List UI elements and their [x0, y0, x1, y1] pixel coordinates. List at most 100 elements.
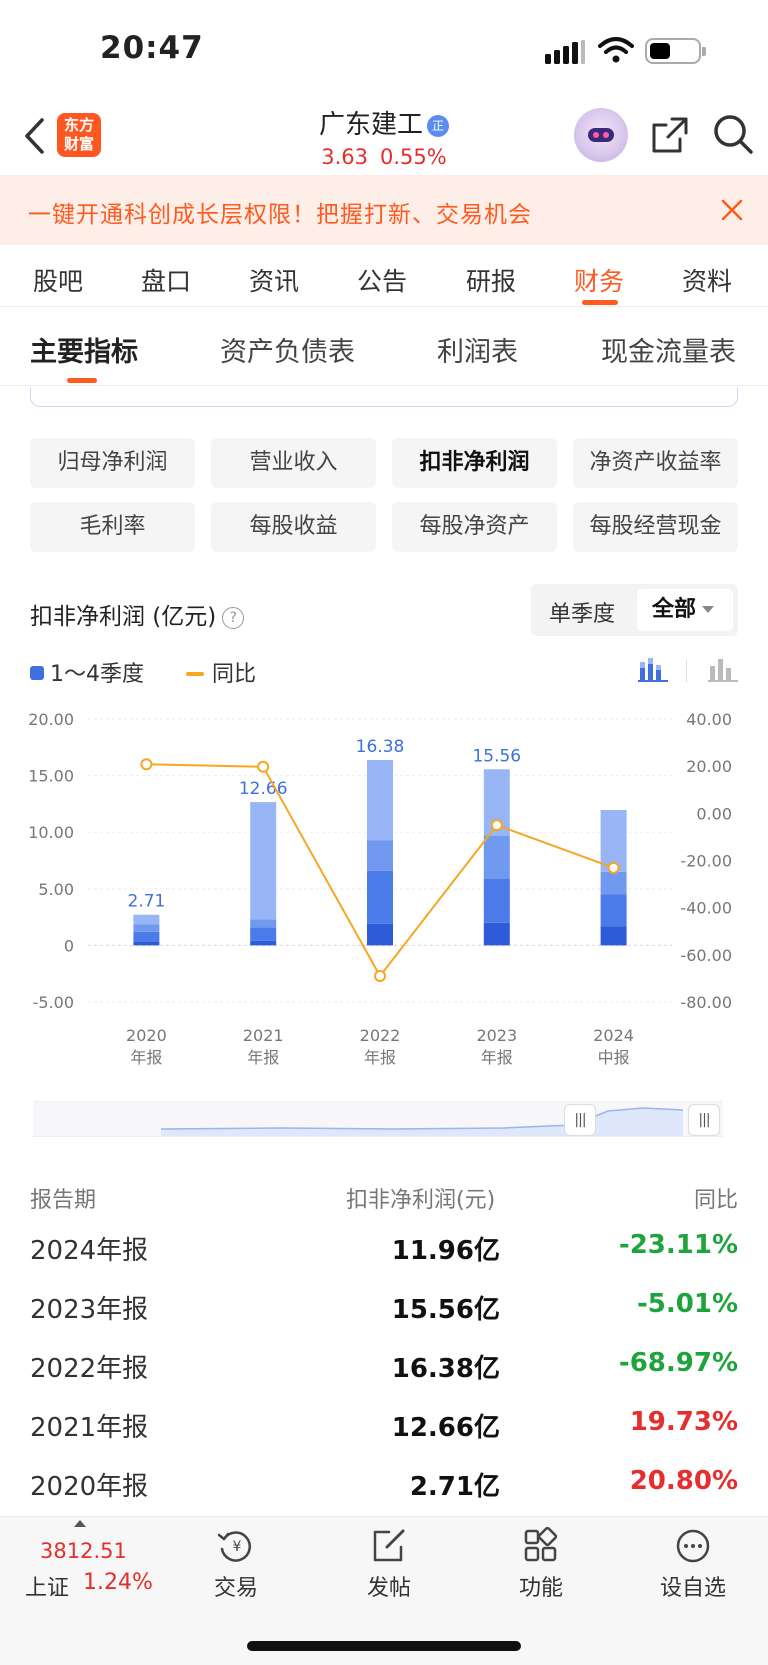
- bar-segment: [483, 922, 510, 946]
- tab-profile[interactable]: 资料: [682, 267, 733, 296]
- scroller-preview: [160, 1107, 684, 1136]
- x-tick-label: 年报: [481, 1048, 513, 1067]
- tab-news[interactable]: 资讯: [249, 267, 300, 296]
- post-button[interactable]: 发帖: [366, 1576, 411, 1601]
- x-tick-label: 2024: [593, 1026, 634, 1045]
- chip-bvps[interactable]: 每股净资产: [392, 502, 557, 552]
- stock-name: 广东建工: [318, 110, 423, 140]
- bar-segment: [600, 810, 627, 872]
- bar-total-label: 12.66: [239, 779, 288, 799]
- table-header-value: 扣非净利润(元): [346, 1188, 496, 1213]
- card-edge: [30, 387, 738, 407]
- bottom-toolbar: [0, 1516, 768, 1665]
- chip-revenue[interactable]: 营业收入: [211, 438, 376, 488]
- promo-banner[interactable]: [0, 175, 768, 245]
- table-row: 2021年报 12.66亿 19.73%: [30, 1407, 738, 1443]
- bar-segment: [133, 942, 160, 946]
- stock-price: 3.63 0.55%: [0, 145, 768, 169]
- x-tick-label: 2021: [243, 1026, 284, 1045]
- scroller-handle-left[interactable]: |||: [564, 1104, 596, 1136]
- tab-research[interactable]: 研报: [466, 267, 517, 296]
- y-tick-left: 0: [64, 936, 74, 955]
- index-change[interactable]: 1.24%: [83, 1570, 153, 1595]
- bar-segment: [133, 914, 160, 925]
- bar-chart-icon[interactable]: [708, 656, 738, 682]
- x-tick-label: 年报: [364, 1048, 396, 1067]
- bar-segment: [600, 926, 627, 946]
- back-chevron-icon[interactable]: [22, 116, 46, 156]
- index-name[interactable]: 上证: [25, 1576, 70, 1601]
- cellular-signal-icon: [545, 40, 585, 64]
- bar-total-label: 2.71: [127, 892, 165, 912]
- table-row: 2024年报 11.96亿 -23.11%: [30, 1230, 738, 1266]
- y-tick-left: -5.00: [33, 993, 74, 1012]
- chip-gross-margin[interactable]: 毛利率: [30, 502, 195, 552]
- chip-deducted-net-profit[interactable]: 扣非净利润: [392, 438, 557, 488]
- chip-eps[interactable]: 每股收益: [211, 502, 376, 552]
- scroller-handle-right[interactable]: |||: [688, 1104, 720, 1136]
- trade-icon[interactable]: ¥: [216, 1527, 256, 1565]
- chart-title: 扣非净利润 (亿元)?: [30, 597, 245, 631]
- toggle-single-quarter[interactable]: 单季度: [549, 602, 616, 627]
- x-tick-label: 2022: [360, 1026, 401, 1045]
- deducted-net-profit-chart: 20.00 15.00 10.00 5.00 0 -5.00 40.00 20.00 0.00 -…: [28, 710, 732, 1067]
- share-icon[interactable]: [650, 115, 690, 155]
- x-tick-label: 2023: [476, 1026, 517, 1045]
- legend-yoy: 同比: [186, 656, 256, 688]
- legend-line-swatch: [186, 672, 204, 676]
- robot-assistant-avatar[interactable]: [574, 108, 628, 162]
- y-tick-right: -20.00: [680, 852, 732, 871]
- more-dots-icon[interactable]: [673, 1527, 713, 1565]
- toggle-all-dropdown[interactable]: 全部: [637, 589, 733, 631]
- svg-text:¥: ¥: [233, 1539, 242, 1555]
- yoy-point: [490, 819, 503, 832]
- yoy-point: [140, 758, 153, 771]
- y-tick-left: 10.00: [28, 823, 74, 842]
- legend-bar-swatch: [30, 666, 44, 680]
- subtab-balance-sheet[interactable]: 资产负债表: [220, 337, 355, 368]
- range-scroller[interactable]: [33, 1101, 723, 1137]
- chip-net-profit-parent[interactable]: 归母净利润: [30, 438, 195, 488]
- subtab-income-statement[interactable]: 利润表: [437, 337, 518, 368]
- y-tick-left: 20.00: [28, 710, 74, 729]
- tab-guba[interactable]: 股吧: [33, 267, 84, 296]
- add-watchlist-button[interactable]: 设自选: [659, 1576, 726, 1601]
- functions-grid-icon[interactable]: [521, 1527, 561, 1565]
- x-tick-label: 2020: [126, 1026, 167, 1045]
- y-tick-right: 40.00: [686, 710, 732, 729]
- expand-up-icon[interactable]: [74, 1520, 86, 1527]
- battery-icon: [645, 38, 706, 64]
- promo-banner-text[interactable]: 一键开通科创成长层权限！把握打新、交易机会: [28, 202, 532, 228]
- subtab-underline: [67, 378, 97, 383]
- help-icon[interactable]: ?: [222, 607, 245, 629]
- functions-button[interactable]: 功能: [518, 1576, 563, 1601]
- subtab-key-indicators[interactable]: 主要指标: [30, 337, 138, 368]
- stacked-bar-icon[interactable]: [638, 656, 668, 682]
- y-tick-right: 20.00: [686, 757, 732, 776]
- y-tick-left: 15.00: [28, 767, 74, 786]
- y-tick-left: 5.00: [38, 880, 74, 899]
- yoy-point: [607, 861, 620, 874]
- bar-segment: [600, 871, 627, 895]
- bar-segment: [250, 940, 277, 946]
- close-icon[interactable]: [718, 196, 746, 224]
- subtab-cash-flow[interactable]: 现金流量表: [601, 337, 736, 368]
- home-indicator: [247, 1641, 521, 1651]
- bar-segment: [367, 840, 393, 871]
- tab-pankou[interactable]: 盘口: [141, 267, 192, 296]
- index-value[interactable]: 3812.51: [40, 1539, 127, 1563]
- y-tick-right: -60.00: [680, 946, 732, 965]
- y-tick-right: -80.00: [680, 993, 732, 1012]
- search-icon[interactable]: [712, 113, 754, 155]
- verified-badge: 正: [427, 115, 449, 137]
- yoy-point: [257, 760, 270, 773]
- y-tick-right: -40.00: [680, 899, 732, 918]
- trade-button[interactable]: 交易: [213, 1576, 258, 1601]
- chip-roe[interactable]: 净资产收益率: [573, 438, 738, 488]
- chip-ocf-per-share[interactable]: 每股经营现金: [573, 502, 738, 552]
- tab-finance[interactable]: 财务: [574, 267, 625, 296]
- table-header-yoy: 同比: [693, 1188, 738, 1213]
- post-icon[interactable]: [369, 1527, 409, 1565]
- tab-announcements[interactable]: 公告: [357, 267, 408, 296]
- price-change: 0.55%: [380, 145, 447, 169]
